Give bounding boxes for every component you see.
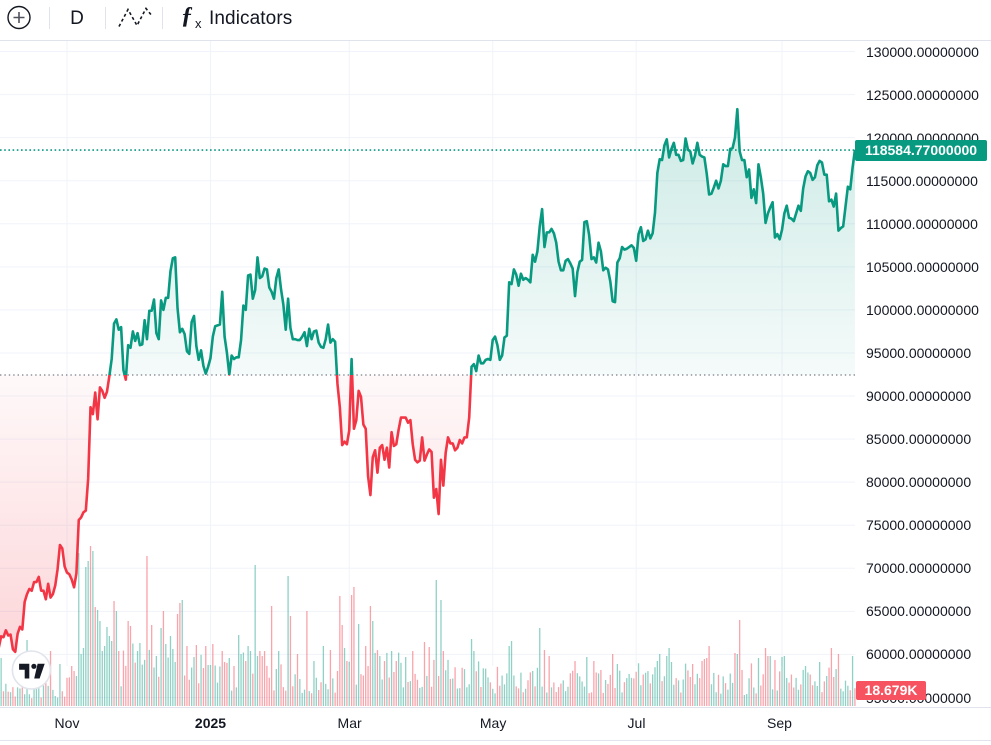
svg-text:ƒ: ƒ [181, 3, 193, 29]
svg-text:x: x [195, 16, 202, 31]
